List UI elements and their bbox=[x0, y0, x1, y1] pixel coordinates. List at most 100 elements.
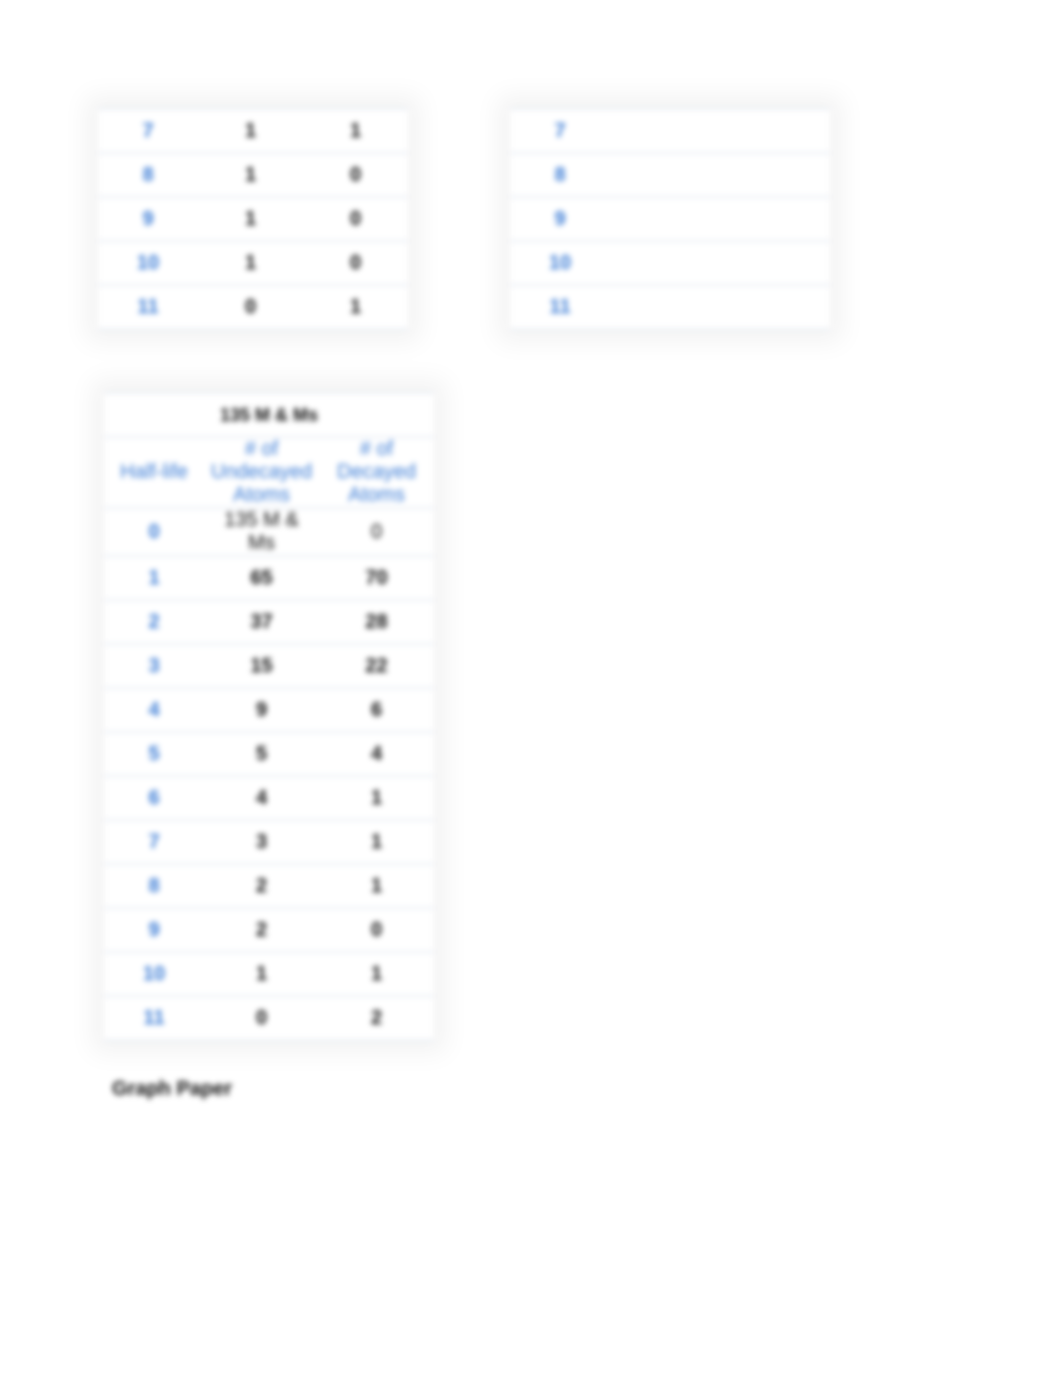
table-row: 1011 bbox=[104, 952, 434, 996]
row-undecayed: 1 bbox=[204, 952, 319, 996]
table-row: 554 bbox=[104, 732, 434, 776]
row-empty-b bbox=[720, 197, 830, 241]
row-index: 10 bbox=[510, 241, 610, 285]
table-row: 641 bbox=[104, 776, 434, 820]
table-row: 910 bbox=[98, 197, 408, 241]
row-val-a: 0 bbox=[198, 285, 303, 329]
row-index: 1 bbox=[104, 556, 204, 600]
row-val-a: 1 bbox=[198, 153, 303, 197]
table-row: 496 bbox=[104, 688, 434, 732]
row-empty-a bbox=[610, 285, 720, 329]
row-undecayed: 3 bbox=[204, 820, 319, 864]
table-row: 7 bbox=[510, 109, 830, 153]
table-row: 31522 bbox=[104, 644, 434, 688]
row-index: 0 bbox=[104, 508, 204, 556]
table-row: 23728 bbox=[104, 600, 434, 644]
big-table-title-row: 135 M & Ms bbox=[104, 393, 434, 437]
big-table-body: 135 M & Ms Half-life # of Undecayed Atom… bbox=[104, 393, 434, 508]
big-table: 135 M & Ms Half-life # of Undecayed Atom… bbox=[104, 392, 434, 1041]
table-row: 10 bbox=[510, 241, 830, 285]
row-index: 7 bbox=[104, 820, 204, 864]
row-decayed: 4 bbox=[319, 732, 434, 776]
table-row: 8 bbox=[510, 153, 830, 197]
row-empty-a bbox=[610, 109, 720, 153]
row-index: 9 bbox=[104, 908, 204, 952]
header-decayed: # of Decayed Atoms bbox=[319, 437, 434, 508]
table-row: 9 bbox=[510, 197, 830, 241]
row-index: 10 bbox=[104, 952, 204, 996]
row-empty-a bbox=[610, 153, 720, 197]
table-row: 1101 bbox=[98, 285, 408, 329]
row-val-b: 0 bbox=[303, 153, 408, 197]
row-decayed: 22 bbox=[319, 644, 434, 688]
row-index: 11 bbox=[104, 996, 204, 1040]
row-undecayed: 37 bbox=[204, 600, 319, 644]
row-empty-b bbox=[720, 153, 830, 197]
top-right-table: 7891011 bbox=[510, 108, 830, 330]
row-empty-b bbox=[720, 285, 830, 329]
row-val-b: 1 bbox=[303, 285, 408, 329]
big-table-data-body: 0135 M & Ms01657023728315224965546417318… bbox=[104, 508, 434, 1040]
row-undecayed: 2 bbox=[204, 864, 319, 908]
row-index: 7 bbox=[98, 109, 198, 153]
row-undecayed: 4 bbox=[204, 776, 319, 820]
table-row: 0135 M & Ms0 bbox=[104, 508, 434, 556]
row-index: 10 bbox=[98, 241, 198, 285]
top-right-table-body: 7891011 bbox=[510, 109, 830, 329]
row-index: 9 bbox=[510, 197, 610, 241]
row-undecayed: 0 bbox=[204, 996, 319, 1040]
row-empty-b bbox=[720, 109, 830, 153]
row-decayed: 28 bbox=[319, 600, 434, 644]
row-val-a: 1 bbox=[198, 109, 303, 153]
row-index: 2 bbox=[104, 600, 204, 644]
row-undecayed: 15 bbox=[204, 644, 319, 688]
row-undecayed: 9 bbox=[204, 688, 319, 732]
top-left-table: 71181091010101101 bbox=[98, 108, 408, 330]
row-index: 3 bbox=[104, 644, 204, 688]
table-row: 731 bbox=[104, 820, 434, 864]
row-val-b: 0 bbox=[303, 241, 408, 285]
row-index: 8 bbox=[98, 153, 198, 197]
row-index: 11 bbox=[510, 285, 610, 329]
row-val-b: 1 bbox=[303, 109, 408, 153]
row-val-a: 1 bbox=[198, 197, 303, 241]
row-decayed: 70 bbox=[319, 556, 434, 600]
top-left-table-body: 71181091010101101 bbox=[98, 109, 408, 329]
big-table-header-row: Half-life # of Undecayed Atoms # of Deca… bbox=[104, 437, 434, 508]
header-halflife: Half-life bbox=[104, 437, 204, 508]
row-undecayed: 65 bbox=[204, 556, 319, 600]
table-row: 1010 bbox=[98, 241, 408, 285]
table-row: 920 bbox=[104, 908, 434, 952]
table-row: 1102 bbox=[104, 996, 434, 1040]
big-table-title: 135 M & Ms bbox=[104, 393, 434, 437]
row-index: 5 bbox=[104, 732, 204, 776]
table-row: 16570 bbox=[104, 556, 434, 600]
table-row: 11 bbox=[510, 285, 830, 329]
row-undecayed: 5 bbox=[204, 732, 319, 776]
row-index: 7 bbox=[510, 109, 610, 153]
table-row: 821 bbox=[104, 864, 434, 908]
row-decayed: 1 bbox=[319, 952, 434, 996]
header-undecayed: # of Undecayed Atoms bbox=[204, 437, 319, 508]
row-decayed: 1 bbox=[319, 776, 434, 820]
row-index: 8 bbox=[510, 153, 610, 197]
row-index: 9 bbox=[98, 197, 198, 241]
row-decayed: 0 bbox=[319, 908, 434, 952]
row-decayed: 2 bbox=[319, 996, 434, 1040]
table-row: 810 bbox=[98, 153, 408, 197]
row-index: 6 bbox=[104, 776, 204, 820]
row-empty-a bbox=[610, 197, 720, 241]
row-index: 11 bbox=[98, 285, 198, 329]
bottom-fade bbox=[0, 1156, 1062, 1376]
row-index: 4 bbox=[104, 688, 204, 732]
row-index: 8 bbox=[104, 864, 204, 908]
row-undecayed: 2 bbox=[204, 908, 319, 952]
row-val-a: 1 bbox=[198, 241, 303, 285]
row-undecayed: 135 M & Ms bbox=[204, 508, 319, 556]
row-decayed: 6 bbox=[319, 688, 434, 732]
row-empty-a bbox=[610, 241, 720, 285]
row-decayed: 1 bbox=[319, 820, 434, 864]
row-decayed: 1 bbox=[319, 864, 434, 908]
graph-paper-label: Graph Paper bbox=[112, 1078, 232, 1101]
row-decayed: 0 bbox=[319, 508, 434, 556]
